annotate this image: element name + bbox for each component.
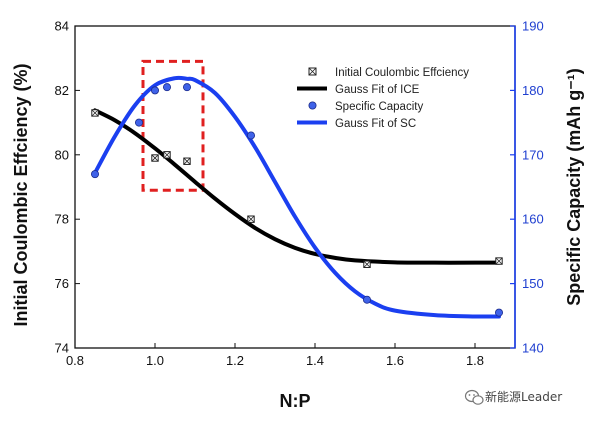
y-right-tick-label: 180 [522,83,544,98]
ice-point [363,260,371,268]
sc-fit-line [93,75,501,319]
legend-label: Gauss Fit of SC [335,118,416,130]
x-tick-label: 1.4 [306,353,324,368]
sc-point [182,83,191,92]
sc-point [162,83,171,92]
ice-fit-line [93,108,501,265]
highlight-box [141,59,205,192]
watermark-text: 新能源Leader [485,389,562,404]
y-left-tick-label: 80 [55,147,69,162]
legend-sc-marker [308,101,317,110]
sc-point [150,86,159,95]
y-right-tick-label: 170 [522,147,544,162]
y-right-tick-label: 150 [522,276,544,291]
wechat-icon [464,389,484,405]
legend-label: Gauss Fit of ICE [335,84,420,96]
watermark: 新能源Leader [464,389,562,405]
ice-point [163,151,171,159]
y-axis-right-title: Specific Capacity (mAh g⁻¹) [564,68,584,306]
series-layer [91,75,503,319]
x-tick-label: 1.8 [466,353,484,368]
sc-point [134,118,143,127]
x-tick-label: 0.8 [66,353,84,368]
y-left-tick-label: 84 [55,19,69,34]
y-right-tick-label: 140 [522,341,544,356]
ice-point [91,109,99,117]
sc-point [91,170,100,179]
sc-point [362,295,371,304]
ice-point [247,215,255,223]
ice-point [495,257,503,265]
axis-ticks: 0.8 1.0 1.2 1.4 1.6 1.8 74 76 78 80 82 84 140 150 160 1… [55,19,544,369]
ice-point [183,157,191,165]
y-right-tick-label: 160 [522,212,544,227]
y-left-tick-label: 78 [55,212,69,227]
x-axis-title: N:P [280,391,311,411]
y-left-tick-label: 82 [55,83,69,98]
legend: Initial Coulombic Effciency Gauss Fit of … [297,67,469,130]
y-right-tick-label: 190 [522,19,544,34]
legend-label: Specific Capacity [335,101,423,113]
x-tick-label: 1.0 [146,353,164,368]
x-tick-label: 1.6 [386,353,404,368]
y-axis-left-title: Initial Coulombic Effciency (%) [11,63,31,326]
sc-point [494,308,503,317]
sc-point [246,131,255,140]
ice-point [151,154,159,162]
y-left-tick-label: 76 [55,276,69,291]
legend-label: Initial Coulombic Effciency [335,67,469,79]
x-tick-label: 1.2 [226,353,244,368]
y-left-tick-label: 74 [55,341,69,356]
